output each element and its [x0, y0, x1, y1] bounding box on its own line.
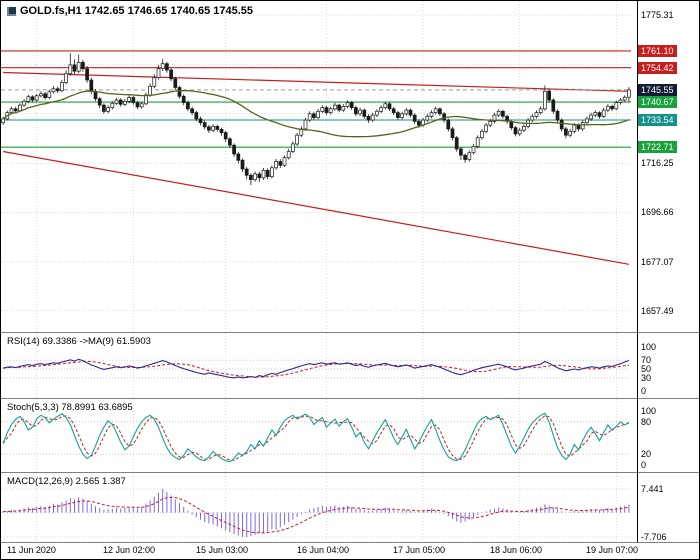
rsi-scale-label: 70 — [641, 355, 652, 365]
rsi-plot[interactable] — [1, 333, 637, 398]
macd-histogram — [2, 489, 630, 537]
time-axis-label: 17 Jun 05:00 — [393, 545, 446, 555]
candles-layer — [1, 53, 631, 186]
price-chart-plot[interactable] — [1, 1, 637, 332]
stochastic-plot[interactable] — [1, 399, 637, 472]
current-price-badge: 1745.55 — [638, 84, 677, 96]
chart-title-text: GOLD.fs,H1 1742.65 1746.65 1740.65 1745.… — [20, 5, 254, 17]
trendlines-layer[interactable] — [2, 71, 630, 265]
rsi-ma-line — [3, 360, 629, 378]
macd-title: MACD(12,26,9) 2.565 1.387 — [7, 476, 126, 487]
stoch-k-line — [2, 412, 630, 463]
stoch-d-line — [2, 415, 630, 461]
stoch-scale-label: 20 — [641, 449, 652, 459]
time-axis-label: 15 Jun 03:00 — [196, 545, 249, 555]
price-axis-label: 1657.49 — [641, 306, 674, 316]
time-axis-label: 19 Jun 07:00 — [586, 545, 639, 555]
panel-separator[interactable] — [1, 472, 699, 473]
price-axis-label: 1775.31 — [641, 10, 674, 20]
rsi-scale-label: 0 — [641, 386, 647, 396]
price-level-badge: 1722.71 — [638, 141, 677, 153]
time-axis-label: 11 Jun 2020 — [7, 545, 56, 555]
price-axis-label: 1696.66 — [641, 207, 674, 217]
price-scale-divider[interactable] — [637, 1, 638, 542]
rsi-line — [2, 358, 630, 379]
chart-title: GOLD.fs,H1 1742.65 1746.65 1740.65 1745.… — [7, 5, 253, 17]
time-axis-label: 12 Jun 02:00 — [103, 545, 156, 555]
panel-separator[interactable] — [1, 398, 699, 399]
panel-separator — [1, 542, 699, 543]
macd-scale-min: -7.706 — [641, 532, 667, 542]
macd-signal-line — [3, 496, 629, 534]
stoch-scale-label: 80 — [641, 417, 652, 427]
chart-icon — [7, 6, 16, 16]
rsi-scale-label: 100 — [641, 342, 657, 352]
rsi-scale-label: 30 — [641, 373, 652, 383]
stochastic-title: Stoch(5,3,3) 78.8991 63.6895 — [7, 402, 133, 413]
time-axis-label: 16 Jun 04:00 — [297, 545, 350, 555]
price-level-badge: 1733.54 — [638, 114, 677, 126]
stoch-scale-label: 0 — [641, 460, 647, 470]
time-axis[interactable]: 11 Jun 2020 12 Jun 02:00 15 Jun 03:00 16 Ju… — [1, 543, 699, 559]
price-ma-line[interactable] — [2, 89, 630, 138]
price-level-badge: 1761.10 — [638, 45, 677, 57]
time-axis-label: 18 Jun 06:00 — [490, 545, 543, 555]
price-axis-label: 1716.25 — [641, 158, 674, 168]
price-axis-label: 1677.07 — [641, 257, 674, 267]
stoch-scale-label: 100 — [641, 406, 657, 416]
price-level-badge: 1740.67 — [638, 96, 677, 108]
rsi-title: RSI(14) 69.3386 ->MA(9) 61.5903 — [7, 336, 151, 347]
macd-plot[interactable] — [1, 473, 637, 542]
price-level-badge: 1754.42 — [638, 62, 677, 74]
macd-scale-max: 7.441 — [641, 484, 664, 494]
rsi-scale-label: 50 — [641, 364, 652, 374]
levels-layer[interactable] — [1, 50, 631, 148]
price-grid-layer — [1, 1, 631, 332]
panel-separator[interactable] — [1, 332, 699, 333]
